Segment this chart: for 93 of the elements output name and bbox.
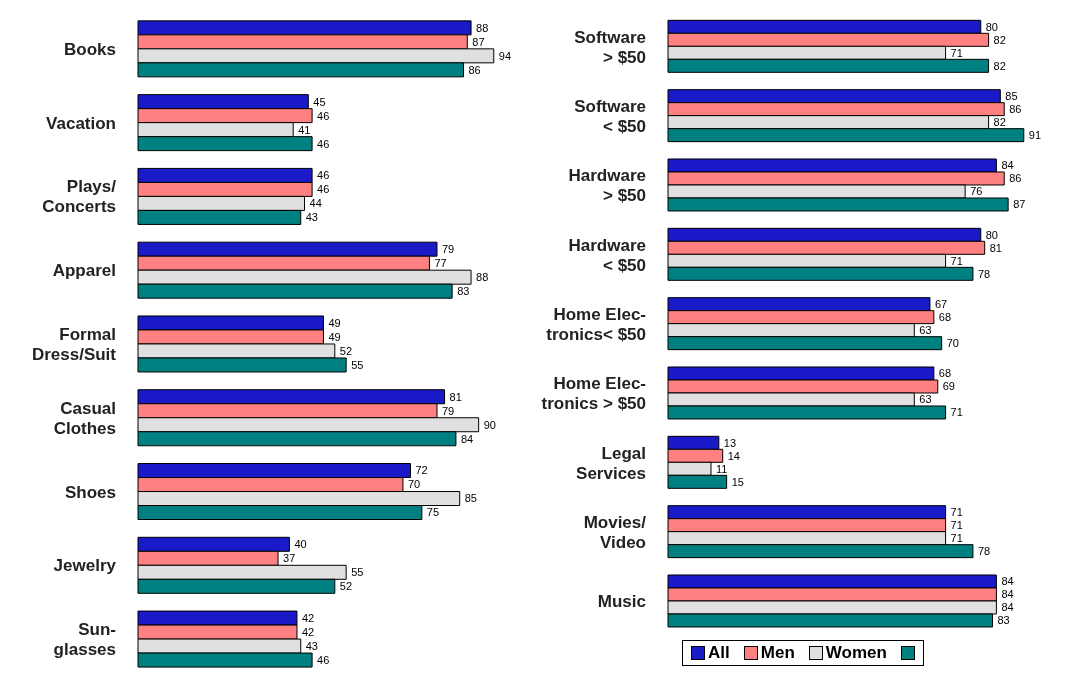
data-label: 43 (305, 639, 318, 652)
data-label: 70 (407, 478, 421, 491)
data-label: 67 (934, 298, 948, 311)
data-label: 70 (946, 337, 959, 350)
data-label: 78 (977, 545, 991, 558)
data-label: 49 (328, 316, 341, 329)
data-label: 84 (1001, 601, 1014, 614)
data-label: 80 (985, 20, 999, 33)
data-label: 46 (317, 169, 330, 182)
y-tick-label: Hardware > $50 (568, 166, 646, 206)
data-label: 44 (309, 197, 322, 210)
data-label: 42 (301, 625, 315, 638)
data-label: 15 (731, 475, 744, 488)
data-label: 45 (313, 95, 326, 108)
data-label: 83 (997, 614, 1010, 627)
y-tick-label: Vacation (46, 113, 116, 133)
y-tick-label: Software > $50 (574, 27, 646, 67)
data-label: 87 (472, 35, 485, 48)
y-tick-label: Hardware < $50 (568, 235, 646, 275)
y-tick-label: Software < $50 (574, 96, 646, 136)
data-label: 43 (305, 211, 318, 224)
data-label: 13 (723, 436, 737, 449)
data-label: 71 (950, 254, 963, 267)
data-label: 85 (1005, 90, 1018, 103)
data-label: 88 (476, 271, 489, 284)
y-tick-label: Music (597, 592, 646, 612)
data-label: 68 (938, 367, 952, 380)
data-label: 14 (727, 449, 740, 462)
data-label: 40 (294, 538, 307, 551)
data-label: 77 (434, 257, 447, 270)
y-tick-label: Legal Services (576, 443, 646, 483)
legend-label: Women (825, 643, 887, 663)
data-label: 71 (950, 46, 963, 59)
data-label: 81 (989, 241, 1002, 254)
data-label: 82 (993, 116, 1006, 129)
y-tick-label: Apparel (52, 261, 116, 281)
data-label: 87 (1013, 198, 1026, 211)
data-label: 86 (468, 63, 481, 76)
data-label: 46 (317, 137, 330, 150)
data-label: 55 (351, 358, 364, 371)
data-label: 75 (426, 506, 440, 519)
y-tick-label: Movies/ Video (583, 512, 647, 552)
data-label: 71 (950, 519, 963, 532)
data-label: 84 (460, 432, 474, 445)
y-tick-label: Plays/ Concerts (42, 177, 117, 217)
data-label: 49 (328, 330, 341, 343)
data-label: 84 (1001, 159, 1014, 172)
data-label: 88 (476, 21, 489, 34)
data-label: 90 (483, 418, 496, 431)
data-label: 63 (919, 393, 932, 406)
data-label: 46 (317, 183, 330, 196)
y-tick-label: Jewelry (53, 556, 117, 576)
data-label: 63 (919, 324, 932, 337)
data-label: 82 (993, 59, 1006, 72)
data-label: 94 (498, 49, 512, 62)
data-label: 83 (457, 285, 470, 298)
data-label: 78 (977, 267, 991, 280)
data-label: 81 (449, 390, 462, 403)
data-label: 80 (985, 228, 999, 241)
legend-label: Men (760, 643, 795, 663)
y-tick-label: Books (64, 39, 116, 59)
data-label: 79 (442, 243, 455, 256)
data-label: 72 (415, 464, 428, 477)
data-label: 52 (339, 344, 353, 357)
data-label: 52 (339, 580, 353, 593)
data-label: 41 (298, 123, 311, 136)
data-label: 37 (283, 552, 296, 565)
data-label: 76 (970, 185, 983, 198)
data-label: 86 (1009, 103, 1022, 116)
data-label: 71 (950, 532, 963, 545)
data-label: 55 (351, 566, 364, 579)
data-label: 11 (716, 462, 728, 475)
data-label: 69 (942, 380, 956, 393)
data-label: 85 (464, 492, 477, 505)
data-label: 79 (442, 404, 455, 417)
data-label: 71 (950, 506, 963, 519)
data-label: 42 (301, 611, 315, 624)
data-label: 46 (317, 109, 330, 122)
y-tick-label: Sun- glasses (53, 620, 116, 660)
data-label: 84 (1001, 588, 1014, 601)
data-label: 84 (1001, 575, 1014, 588)
legend-label: All (708, 643, 730, 663)
data-label: 68 (938, 311, 952, 324)
data-label: 91 (1028, 129, 1042, 142)
data-label: 82 (993, 33, 1006, 46)
data-label: 46 (317, 653, 330, 666)
y-tick-label: Formal Dress/Suit (31, 324, 117, 364)
y-tick-label: Home Elec- tronics > $50 (541, 374, 646, 414)
data-label: 71 (950, 406, 963, 419)
y-tick-label: Shoes (64, 482, 116, 502)
y-tick-label: Casual Clothes (53, 398, 116, 438)
y-tick-label: Home Elec- tronics< $50 (546, 304, 646, 344)
data-label: 86 (1009, 172, 1022, 185)
